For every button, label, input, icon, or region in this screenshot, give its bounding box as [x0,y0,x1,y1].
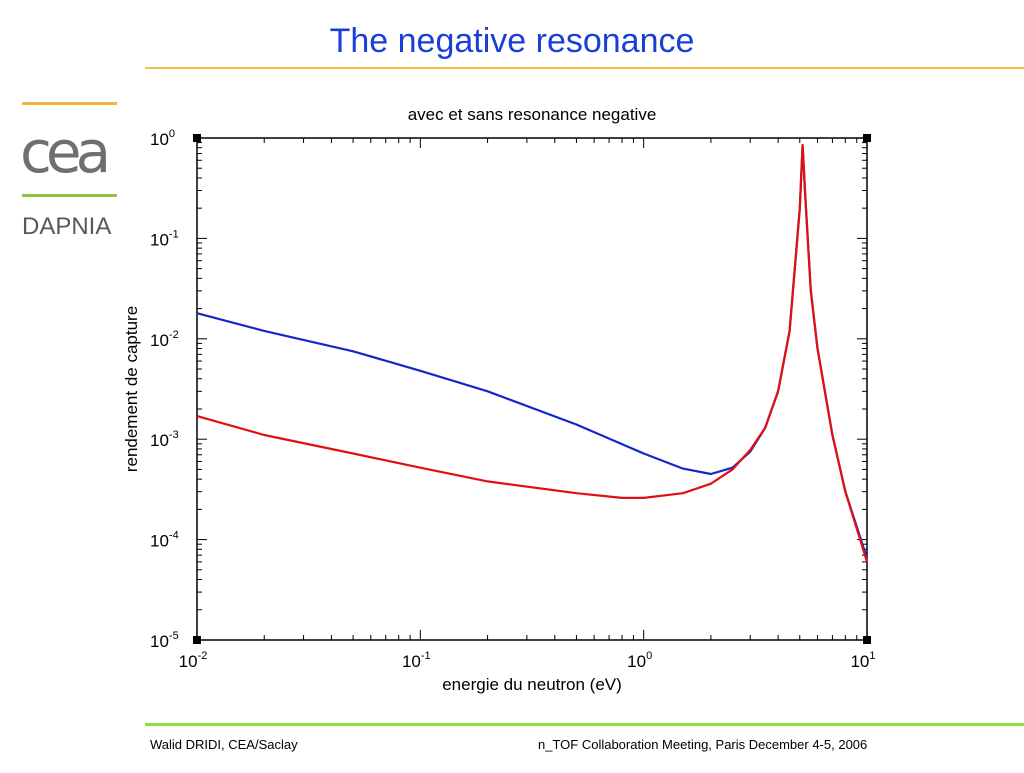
title-divider [145,67,1024,69]
series-line-2 [196,144,869,563]
y-tick-label: 10-4 [150,530,179,551]
x-axis-label: energie du neutron (eV) [442,675,622,694]
tick-layer [196,137,868,641]
x-tick-label: 101 [850,650,875,671]
y-tick-label: 10-3 [150,429,179,450]
slide-title: The negative resonance [329,22,695,60]
footer-divider [145,723,1024,726]
department-label: DAPNIA [22,213,112,240]
logo-top-bar [22,102,117,105]
series-layer [196,144,869,563]
y-tick-label: 100 [150,128,175,149]
chart-title: avec et sans resonance negative [408,105,657,124]
y-tick-label: 10-2 [150,329,179,350]
corner-marker [193,134,201,142]
plot-area [196,137,868,641]
footer-author: Walid DRIDI, CEA/Saclay [150,737,298,752]
y-tick-label: 10-1 [150,228,179,249]
corner-marker [863,636,871,644]
tick-label-layer: 10-2 10-1 100 101 10-5 10-4 10-3 10-2 10-1 100 [150,128,876,671]
corner-marker [863,134,871,142]
x-tick-label: 10-1 [402,650,431,671]
x-tick-label: 100 [627,650,652,671]
y-tick-label: 10-5 [150,630,179,651]
corner-marker [193,636,201,644]
footer-event: n_TOF Collaboration Meeting, Paris Decem… [538,737,868,752]
x-tick-label: 10-2 [179,650,208,671]
cea-logo: cea [20,118,111,186]
corner-markers [193,134,871,644]
logo-bottom-bar [22,194,117,197]
y-axis-label: rendement de capture [122,306,141,472]
